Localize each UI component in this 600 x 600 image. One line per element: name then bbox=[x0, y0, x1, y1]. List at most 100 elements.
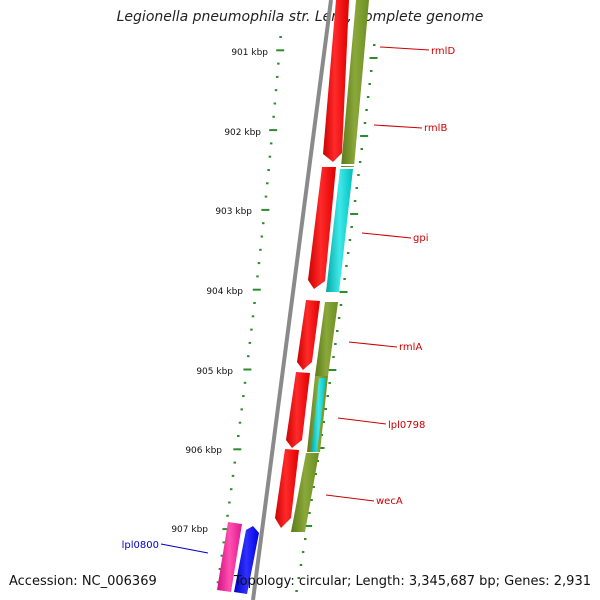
ruler-minor-tick bbox=[243, 381, 247, 384]
ruler-minor-tick bbox=[226, 514, 229, 517]
ruler-minor-tick bbox=[233, 461, 237, 464]
outer-minor-tick bbox=[301, 551, 305, 553]
ruler-minor-tick bbox=[218, 568, 222, 570]
ruler-label-906: 906 kbp bbox=[185, 446, 222, 456]
ruler-minor-tick bbox=[273, 102, 277, 105]
outer-minor-tick bbox=[373, 44, 376, 46]
outer-minor-tick bbox=[312, 486, 315, 488]
ruler-label-901: 901 kbp bbox=[231, 48, 268, 58]
ruler-minor-tick bbox=[229, 488, 233, 491]
outer-minor-tick bbox=[360, 148, 363, 150]
gene-label-gpi: gpi bbox=[413, 233, 428, 244]
ruler-label-902: 902 kbp bbox=[224, 128, 261, 138]
outer-minor-tick bbox=[368, 83, 371, 85]
outer-ticks bbox=[295, 44, 378, 592]
outer-minor-tick bbox=[328, 382, 331, 384]
gene-lpl0798-cyan[interactable] bbox=[311, 378, 326, 452]
outer-minor-tick bbox=[345, 265, 348, 267]
outer-minor-tick bbox=[365, 109, 368, 111]
gene-labels: rmlD rmlB gpi rmlA lpl0798 wecA lpl0800 bbox=[122, 46, 456, 551]
ruler-labels: 901 kbp 902 kbp 903 kbp 904 kbp 905 kbp … bbox=[171, 48, 268, 535]
outer-minor-tick bbox=[310, 499, 313, 501]
outer-minor-tick bbox=[314, 473, 317, 475]
ruler-minor-tick bbox=[277, 62, 280, 65]
outer-major-tick bbox=[339, 291, 348, 293]
ruler-major-tick bbox=[269, 129, 278, 132]
gene-cds-red-5[interactable] bbox=[275, 449, 299, 528]
gene-label-lpl0800: lpl0800 bbox=[122, 540, 159, 551]
ruler-minor-tick bbox=[259, 248, 262, 251]
gene-cds-red-1[interactable] bbox=[323, 0, 349, 162]
topology-text: Topology: circular; Length: 3,345,687 bp… bbox=[233, 574, 591, 589]
outer-minor-tick bbox=[363, 122, 367, 124]
ruler-minor-tick bbox=[268, 155, 272, 158]
gene-label-rmlD: rmlD bbox=[431, 46, 455, 57]
ruler-label-903: 903 kbp bbox=[215, 207, 252, 217]
outer-minor-tick bbox=[369, 70, 373, 72]
gene-label-rmlA: rmlA bbox=[399, 342, 422, 353]
gene-cds-red-4[interactable] bbox=[286, 372, 310, 448]
outer-minor-tick bbox=[334, 343, 337, 345]
outer-minor-tick bbox=[322, 421, 326, 423]
ruler-label-904: 904 kbp bbox=[206, 287, 243, 297]
gene-rmlD-rmlB-olive[interactable] bbox=[341, 0, 369, 167]
ruler-major-tick bbox=[276, 49, 285, 52]
gene-cds-red-3[interactable] bbox=[297, 300, 320, 370]
ruler-minor-tick bbox=[272, 115, 275, 118]
map-title: Legionella pneumophila str. Lens, comple… bbox=[116, 9, 484, 25]
outer-minor-tick bbox=[316, 460, 320, 462]
ruler-minor-tick bbox=[264, 195, 268, 198]
ruler-minor-tick bbox=[269, 142, 273, 145]
ruler-minor-tick bbox=[231, 474, 235, 477]
ruler-major-tick bbox=[243, 368, 252, 371]
gene-rmlA-olive[interactable] bbox=[315, 302, 338, 376]
outer-minor-tick bbox=[299, 564, 303, 566]
ruler-minor-tick bbox=[257, 262, 261, 265]
feature-gaps bbox=[300, 164, 360, 297]
ruler-minor-tick bbox=[238, 421, 242, 424]
ruler-minor-tick bbox=[253, 302, 256, 304]
outer-minor-tick bbox=[337, 317, 341, 319]
ruler-label-907: 907 kbp bbox=[171, 525, 208, 535]
ruler-minor-tick bbox=[242, 395, 245, 398]
outer-minor-tick bbox=[303, 538, 307, 540]
outer-minor-tick bbox=[320, 434, 324, 436]
gene-gpi-cyan[interactable] bbox=[326, 169, 353, 292]
outer-major-tick bbox=[369, 57, 378, 59]
outer-major-tick bbox=[350, 213, 359, 215]
outer-minor-tick bbox=[358, 161, 362, 163]
ruler-minor-tick bbox=[247, 355, 250, 358]
outer-minor-tick bbox=[295, 590, 298, 592]
outer-minor-tick bbox=[336, 330, 339, 332]
ruler-label-905: 905 kbp bbox=[196, 367, 233, 377]
outer-minor-tick bbox=[332, 356, 335, 358]
ruler-minor-tick bbox=[260, 235, 264, 238]
ruler-minor-tick bbox=[274, 89, 278, 92]
ruler-minor-tick bbox=[228, 501, 231, 504]
ruler-minor-tick bbox=[267, 169, 270, 171]
outer-minor-tick bbox=[308, 512, 311, 514]
ruler-minor-tick bbox=[240, 408, 243, 411]
outer-minor-tick bbox=[357, 174, 360, 176]
ruler-minor-tick bbox=[216, 581, 220, 584]
gene-cds-red-2[interactable] bbox=[308, 167, 336, 289]
outer-minor-tick bbox=[343, 278, 346, 280]
gene-lpl0800-pink[interactable] bbox=[217, 522, 242, 592]
gene-features bbox=[217, 0, 369, 594]
outer-major-tick bbox=[304, 525, 313, 527]
ruler-minor-tick bbox=[237, 435, 240, 437]
outer-minor-tick bbox=[350, 226, 353, 228]
ruler-minor-tick bbox=[275, 75, 279, 78]
ruler-minor-tick bbox=[220, 554, 224, 557]
ruler-minor-tick bbox=[279, 36, 282, 38]
ruler-minor-tick bbox=[250, 328, 253, 331]
gene-lpl0800-blue[interactable] bbox=[234, 526, 259, 594]
ruler-minor-tick bbox=[266, 182, 269, 185]
gene-wecA-olive[interactable] bbox=[291, 453, 319, 532]
ruler-major-tick bbox=[252, 288, 261, 291]
outer-minor-tick bbox=[324, 408, 328, 410]
ruler-minor-tick bbox=[261, 222, 265, 225]
leader-lines bbox=[160, 46, 430, 554]
outer-minor-tick bbox=[355, 187, 359, 189]
